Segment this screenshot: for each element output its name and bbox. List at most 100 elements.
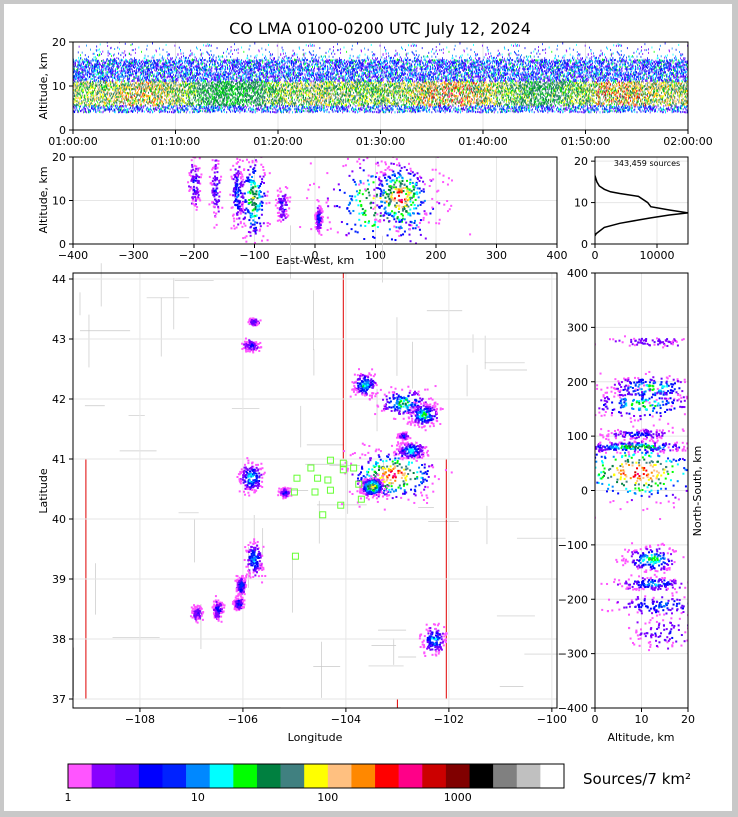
time-altitude-mark bbox=[92, 105, 94, 108]
time-altitude-mark bbox=[105, 65, 107, 68]
time-altitude-mark bbox=[170, 100, 172, 103]
time-altitude-mark bbox=[134, 61, 135, 64]
time-altitude-mark bbox=[152, 83, 154, 86]
time-altitude-mark bbox=[137, 71, 139, 74]
time-altitude-mark bbox=[75, 95, 76, 98]
time-altitude-mark bbox=[127, 87, 128, 90]
time-altitude-mark bbox=[101, 78, 103, 81]
time-altitude-mark bbox=[83, 75, 85, 78]
time-altitude-mark bbox=[209, 110, 210, 113]
time-altitude-mark bbox=[141, 69, 143, 72]
time-altitude-mark bbox=[144, 85, 146, 88]
time-altitude-mark bbox=[122, 74, 123, 77]
time-altitude-mark bbox=[175, 100, 177, 103]
time-altitude-mark bbox=[98, 90, 100, 93]
time-altitude-mark bbox=[109, 81, 111, 84]
time-altitude-mark bbox=[172, 61, 174, 64]
time-altitude-mark bbox=[89, 111, 91, 114]
time-altitude-mark bbox=[149, 74, 151, 77]
time-altitude-mark bbox=[212, 91, 214, 94]
time-altitude-mark bbox=[227, 100, 229, 103]
time-altitude-mark bbox=[227, 106, 228, 109]
time-altitude-mark bbox=[73, 95, 75, 98]
time-altitude-mark bbox=[192, 58, 193, 61]
time-altitude-mark bbox=[116, 89, 118, 92]
time-altitude-mark bbox=[157, 89, 159, 92]
time-altitude-mark bbox=[195, 105, 197, 108]
time-altitude-mark bbox=[113, 101, 115, 104]
time-altitude-mark bbox=[121, 70, 123, 73]
time-altitude-mark bbox=[115, 68, 117, 71]
time-altitude-mark bbox=[189, 96, 191, 99]
time-altitude-mark bbox=[117, 75, 119, 78]
time-altitude-mark bbox=[96, 84, 98, 87]
time-altitude-mark bbox=[106, 91, 108, 94]
time-altitude-mark bbox=[101, 74, 103, 77]
time-altitude-mark bbox=[182, 79, 184, 82]
time-altitude-mark bbox=[131, 96, 133, 99]
time-altitude-mark bbox=[201, 88, 203, 91]
time-altitude-mark bbox=[94, 103, 96, 106]
time-altitude-mark bbox=[169, 66, 171, 69]
time-altitude-mark bbox=[188, 95, 189, 98]
time-altitude-mark bbox=[118, 97, 120, 100]
time-altitude-mark bbox=[177, 69, 178, 72]
time-altitude-mark bbox=[206, 78, 208, 81]
time-altitude-mark bbox=[168, 61, 170, 64]
time-altitude-mark bbox=[167, 69, 169, 72]
time-altitude-mark bbox=[148, 75, 150, 78]
time-altitude-mark bbox=[85, 105, 87, 108]
time-altitude-mark bbox=[97, 105, 99, 108]
time-altitude-mark bbox=[177, 95, 179, 98]
time-altitude-mark bbox=[179, 90, 181, 93]
time-altitude-mark bbox=[201, 60, 203, 63]
time-altitude-mark bbox=[98, 88, 100, 91]
time-altitude-mark bbox=[84, 82, 86, 85]
time-altitude-mark bbox=[108, 100, 109, 103]
time-altitude-mark bbox=[126, 98, 128, 101]
time-altitude-mark bbox=[226, 102, 228, 105]
time-altitude-mark bbox=[145, 76, 147, 79]
time-altitude-mark bbox=[192, 84, 193, 87]
time-altitude-mark bbox=[91, 92, 93, 95]
time-altitude-mark bbox=[198, 73, 199, 76]
time-altitude-mark bbox=[96, 94, 98, 97]
time-altitude-mark bbox=[85, 64, 87, 67]
time-altitude-mark bbox=[180, 104, 181, 107]
time-altitude-mark bbox=[200, 62, 202, 65]
time-altitude-mark bbox=[124, 102, 126, 105]
time-altitude-mark bbox=[138, 110, 139, 113]
time-altitude-mark bbox=[216, 84, 218, 87]
time-altitude-mark bbox=[102, 75, 104, 78]
time-altitude-mark bbox=[226, 100, 228, 103]
time-altitude-mark bbox=[96, 83, 98, 86]
time-altitude-mark bbox=[140, 85, 142, 88]
time-altitude-mark bbox=[177, 91, 178, 94]
time-altitude-mark bbox=[123, 107, 125, 110]
time-altitude-mark bbox=[100, 77, 102, 80]
time-altitude-mark bbox=[129, 68, 131, 71]
time-altitude-mark bbox=[104, 94, 105, 97]
time-altitude-mark bbox=[196, 99, 198, 102]
time-altitude-mark bbox=[192, 91, 194, 94]
time-altitude-mark bbox=[163, 83, 164, 86]
time-altitude-mark bbox=[101, 89, 103, 92]
time-altitude-mark bbox=[85, 89, 87, 92]
time-altitude-mark bbox=[101, 83, 103, 86]
time-altitude-mark bbox=[76, 68, 78, 71]
time-altitude-mark bbox=[190, 70, 192, 73]
time-altitude-mark bbox=[75, 97, 77, 100]
time-altitude-mark bbox=[115, 92, 116, 95]
time-altitude-mark bbox=[83, 69, 85, 72]
time-altitude-mark bbox=[168, 75, 170, 78]
time-altitude-mark bbox=[121, 101, 123, 104]
time-altitude-mark bbox=[144, 93, 146, 96]
time-altitude-mark bbox=[227, 61, 229, 64]
time-altitude-mark bbox=[205, 69, 207, 72]
time-altitude-mark bbox=[141, 80, 143, 83]
time-altitude-mark bbox=[196, 69, 197, 72]
time-altitude-mark bbox=[130, 93, 131, 96]
time-altitude-mark bbox=[189, 82, 191, 85]
time-altitude-mark bbox=[156, 100, 158, 103]
time-altitude-mark bbox=[87, 107, 89, 110]
